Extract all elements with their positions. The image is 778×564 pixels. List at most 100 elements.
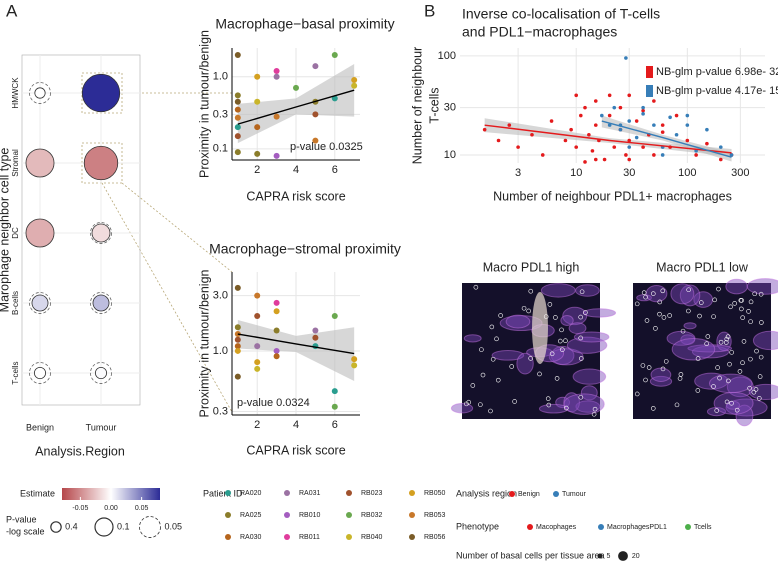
cell-marker bbox=[740, 315, 745, 320]
point bbox=[234, 51, 241, 58]
cell-marker bbox=[728, 304, 733, 310]
point bbox=[273, 73, 280, 80]
x-axis-title: Analysis.Region bbox=[35, 444, 125, 458]
cell-marker bbox=[466, 399, 472, 405]
legend-key bbox=[553, 491, 559, 497]
point bbox=[634, 135, 639, 140]
size-key bbox=[94, 517, 114, 537]
point bbox=[254, 124, 261, 131]
point bbox=[569, 127, 573, 132]
tissue bbox=[575, 284, 600, 297]
point bbox=[618, 105, 623, 110]
point bbox=[273, 347, 280, 354]
point bbox=[234, 324, 241, 331]
legend-label: RB011 bbox=[299, 534, 320, 541]
confidence-band bbox=[237, 319, 355, 382]
cell-marker bbox=[711, 384, 716, 389]
point bbox=[652, 123, 656, 127]
x-tick-label: Benign bbox=[26, 422, 54, 432]
point bbox=[254, 343, 261, 350]
cell-marker bbox=[554, 376, 560, 381]
point bbox=[627, 93, 632, 98]
dot bbox=[83, 145, 119, 181]
y-axis-title: Proximity in tumour/benign bbox=[197, 269, 211, 417]
x-tick-label: 4 bbox=[293, 164, 299, 176]
reference-ring bbox=[90, 292, 112, 314]
point bbox=[234, 343, 241, 350]
y-tick-label: 10 bbox=[444, 149, 456, 161]
dot bbox=[92, 294, 110, 312]
tissue bbox=[532, 292, 548, 364]
cell-marker bbox=[498, 313, 503, 318]
dot bbox=[25, 218, 55, 248]
cell-marker bbox=[698, 300, 704, 305]
cell-marker bbox=[640, 363, 646, 368]
tissue bbox=[560, 314, 574, 326]
point bbox=[234, 149, 241, 156]
point bbox=[549, 119, 554, 123]
tissue bbox=[463, 334, 482, 343]
legend-key bbox=[346, 512, 352, 518]
cell-marker bbox=[578, 314, 583, 320]
legend-key bbox=[527, 524, 533, 530]
legend-label: RB032 bbox=[361, 512, 383, 519]
cell-marker bbox=[473, 284, 479, 290]
point bbox=[634, 119, 639, 123]
cell-marker bbox=[646, 365, 652, 370]
point bbox=[351, 77, 358, 84]
x-axis-title: CAPRA risk score bbox=[246, 189, 345, 203]
legend-key bbox=[225, 512, 231, 518]
tissue bbox=[650, 367, 672, 382]
reference-ring bbox=[90, 362, 112, 384]
cell-marker bbox=[488, 408, 493, 414]
tissue bbox=[694, 372, 729, 390]
y-tick-label: 100 bbox=[438, 50, 456, 62]
point bbox=[583, 105, 587, 110]
point bbox=[674, 113, 679, 118]
cell-marker bbox=[741, 339, 747, 344]
cell-marker bbox=[695, 356, 701, 361]
cell-marker bbox=[677, 376, 683, 381]
cell-marker bbox=[653, 326, 658, 331]
cell-marker bbox=[759, 320, 764, 325]
point bbox=[254, 292, 261, 299]
point bbox=[652, 99, 656, 103]
point bbox=[234, 92, 241, 99]
cell-marker bbox=[592, 406, 598, 412]
cell-marker bbox=[758, 354, 764, 360]
cell-marker bbox=[553, 315, 558, 320]
y-axis-title: Number of neighbour bbox=[410, 47, 424, 164]
tissue bbox=[679, 284, 701, 307]
size-key-label: 0.1 bbox=[117, 521, 130, 531]
x-tick-label: 2 bbox=[254, 164, 260, 176]
tissue bbox=[572, 368, 607, 385]
cell-marker bbox=[526, 308, 531, 314]
point bbox=[331, 403, 338, 410]
legend-label: Tcells bbox=[694, 524, 712, 531]
point bbox=[234, 373, 241, 380]
tissue bbox=[548, 348, 584, 366]
legend-title: Analysis region bbox=[456, 488, 517, 498]
cell-marker bbox=[591, 411, 597, 417]
chart-title: and PDL1−macrophages bbox=[462, 24, 617, 40]
cell-marker bbox=[734, 407, 740, 413]
point bbox=[563, 138, 568, 143]
point bbox=[234, 98, 241, 105]
cell-marker bbox=[490, 356, 496, 362]
cell-marker bbox=[495, 377, 501, 383]
point bbox=[668, 115, 672, 120]
size-key bbox=[139, 516, 161, 538]
tissue bbox=[683, 322, 697, 330]
legend-swatch bbox=[646, 85, 653, 97]
dot bbox=[34, 87, 46, 99]
point bbox=[579, 113, 583, 118]
cell-marker bbox=[757, 374, 763, 379]
y-tick-label: T-cells bbox=[11, 361, 20, 384]
legend-key bbox=[509, 491, 515, 497]
tissue bbox=[746, 278, 778, 295]
cell-marker bbox=[549, 351, 555, 357]
cell-marker bbox=[528, 288, 534, 294]
point bbox=[273, 67, 280, 74]
legend-key bbox=[598, 524, 604, 530]
